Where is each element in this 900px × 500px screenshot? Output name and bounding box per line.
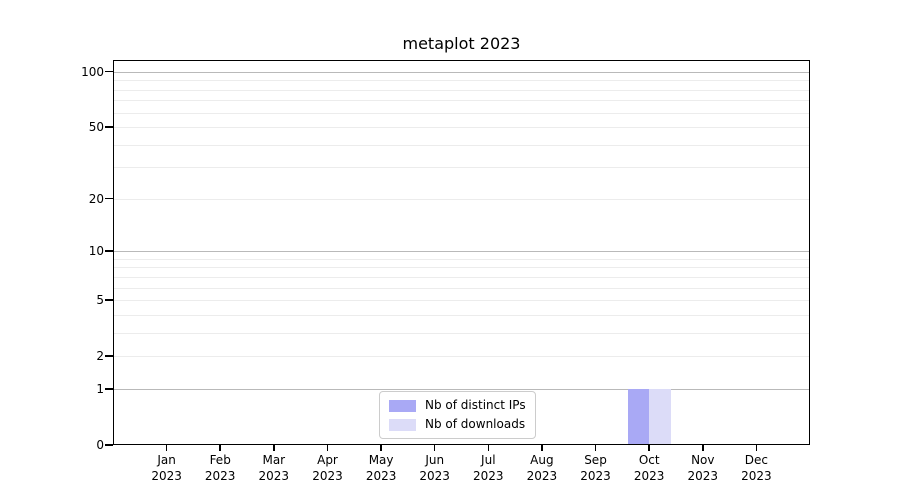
x-tick-mark-nov-2023 bbox=[702, 445, 704, 451]
x-tick-mark-jun-2023 bbox=[433, 445, 436, 451]
y-tick-label-20: 20 bbox=[88, 191, 104, 206]
x-tick-label-may-2023: May 2023 bbox=[365, 453, 397, 483]
y-tick-label-2: 2 bbox=[96, 349, 104, 364]
y-tick-mark-0 bbox=[105, 444, 113, 446]
x-tick-label-jul-2023: Jul 2023 bbox=[473, 453, 504, 483]
legend-swatch-nb-of-downloads bbox=[389, 418, 416, 431]
gridline-minor-90 bbox=[113, 80, 810, 82]
legend-label-nb-of-downloads: Nb of downloads bbox=[425, 417, 526, 431]
gridline-minor-60 bbox=[113, 112, 810, 114]
x-tick-mark-apr-2023 bbox=[326, 445, 329, 451]
y-tick-label-10: 10 bbox=[88, 244, 104, 258]
y-tick-mark-20 bbox=[105, 197, 113, 200]
legend-swatch-nb-of-distinct-ips bbox=[389, 399, 416, 412]
y-tick-mark-2 bbox=[105, 355, 113, 357]
x-tick-mark-feb-2023 bbox=[219, 445, 221, 451]
y-tick-label-5: 5 bbox=[96, 293, 104, 308]
x-tick-label-sep-2023: Sep 2023 bbox=[580, 453, 611, 483]
x-tick-label-feb-2023: Feb 2023 bbox=[204, 453, 236, 483]
y-tick-mark-5 bbox=[105, 299, 113, 301]
gridline-minor-70 bbox=[113, 100, 810, 102]
y-tick-mark-50 bbox=[105, 126, 113, 128]
gridline-major-1 bbox=[113, 388, 810, 390]
gridline-minor-80 bbox=[113, 89, 810, 91]
chart-title: metaplot 2023 bbox=[402, 34, 521, 53]
x-tick-mark-mar-2023 bbox=[273, 445, 275, 451]
y-tick-label-50: 50 bbox=[88, 120, 104, 134]
plot-border bbox=[113, 60, 810, 445]
gridline-minor-3 bbox=[113, 332, 810, 334]
legend-entry-nb-of-distinct-ips: Nb of distinct IPs bbox=[389, 398, 526, 413]
bar-nb-of-downloads-oct-2023 bbox=[649, 388, 671, 445]
gridline-minor-5 bbox=[113, 300, 810, 302]
x-tick-label-oct-2023: Oct 2023 bbox=[633, 453, 665, 483]
gridline-minor-9 bbox=[113, 258, 810, 260]
legend-label-nb-of-distinct-ips: Nb of distinct IPs bbox=[425, 398, 526, 412]
gridline-minor-2 bbox=[113, 356, 810, 358]
y-tick-label-1: 1 bbox=[96, 381, 104, 396]
y-tick-label-100: 100 bbox=[81, 64, 104, 79]
gridline-minor-6 bbox=[113, 287, 810, 289]
x-tick-label-apr-2023: Apr 2023 bbox=[312, 453, 343, 483]
y-tick-mark-1 bbox=[105, 388, 113, 390]
x-tick-label-aug-2023: Aug 2023 bbox=[526, 453, 558, 483]
y-tick-label-0: 0 bbox=[96, 438, 104, 452]
gridline-minor-8 bbox=[113, 267, 810, 269]
gridline-minor-30 bbox=[113, 167, 810, 169]
legend-entry-nb-of-downloads: Nb of downloads bbox=[389, 417, 526, 432]
gridline-minor-40 bbox=[113, 144, 810, 146]
gridline-major-100 bbox=[113, 71, 810, 73]
y-tick-mark-10 bbox=[105, 250, 113, 252]
gridline-major-10 bbox=[113, 251, 810, 252]
plot-area bbox=[113, 60, 810, 445]
x-tick-mark-jul-2023 bbox=[487, 445, 490, 451]
x-tick-label-jun-2023: Jun 2023 bbox=[419, 453, 450, 483]
x-tick-mark-sep-2023 bbox=[594, 445, 597, 451]
x-tick-mark-dec-2023 bbox=[755, 445, 758, 451]
x-tick-label-nov-2023: Nov 2023 bbox=[687, 453, 719, 483]
x-tick-label-mar-2023: Mar 2023 bbox=[258, 453, 290, 483]
x-tick-mark-oct-2023 bbox=[648, 445, 650, 451]
legend: Nb of distinct IPs Nb of downloads bbox=[379, 391, 536, 439]
y-tick-mark-100 bbox=[105, 70, 113, 73]
x-tick-mark-jan-2023 bbox=[165, 445, 168, 451]
gridline-minor-4 bbox=[113, 314, 810, 316]
gridline-minor-7 bbox=[113, 276, 810, 278]
x-tick-mark-aug-2023 bbox=[541, 445, 543, 451]
bar-nb-of-distinct-ips-oct-2023 bbox=[627, 388, 650, 445]
gridline-minor-50 bbox=[113, 127, 810, 128]
x-tick-label-dec-2023: Dec 2023 bbox=[741, 453, 772, 483]
gridline-minor-20 bbox=[113, 198, 810, 200]
x-tick-mark-may-2023 bbox=[380, 445, 382, 451]
x-tick-label-jan-2023: Jan 2023 bbox=[151, 453, 182, 483]
